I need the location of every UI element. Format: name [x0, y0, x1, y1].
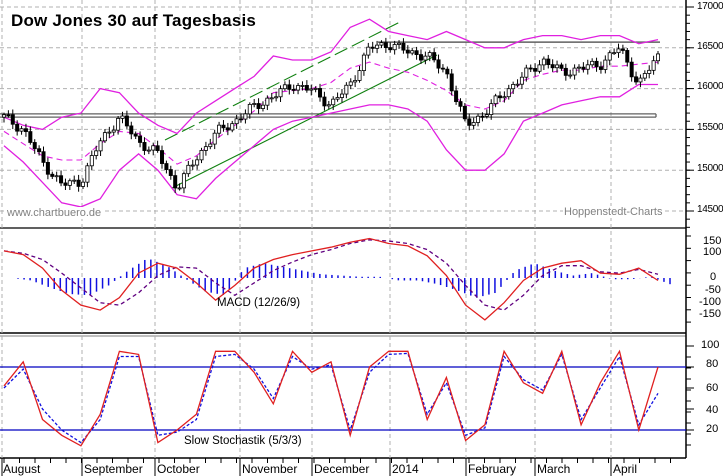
month-label-august: August [3, 462, 41, 476]
panel-frames [0, 0, 687, 459]
macd-tick-minus150: -150 [699, 308, 722, 320]
macd-tick-minus50: -50 [705, 284, 721, 296]
month-label-october: October [157, 462, 200, 476]
month-label-2014: 2014 [392, 462, 419, 476]
macd-panel [3, 237, 671, 321]
stoch-tick-80: 80 [706, 358, 719, 370]
macd-tick-150: 150 [703, 235, 722, 247]
stoch-tick-100: 100 [701, 339, 720, 351]
watermark-chartbuero: www.chartbuero.de [6, 207, 103, 219]
stoch-tick-40: 40 [706, 404, 719, 416]
month-label-september: September [84, 462, 143, 476]
month-label-february: February [468, 462, 517, 476]
price-tick-16000: 16000 [697, 81, 723, 92]
price-tick-15000: 15000 [697, 163, 723, 174]
axis-ticks [1, 6, 694, 476]
month-label-december: December [314, 462, 370, 476]
month-label-march: March [537, 462, 571, 476]
macd-label: MACD (12/26/9) [217, 297, 301, 309]
price-tick-16500: 16500 [697, 41, 723, 52]
grid-lines [0, 0, 686, 458]
chart-title: Dow Jones 30 auf Tagesbasis [11, 11, 257, 30]
macd-tick-0: 0 [710, 271, 717, 283]
stoch-tick-60: 60 [706, 382, 719, 394]
price-tick-15500: 15500 [697, 122, 723, 133]
month-label-november: November [242, 462, 298, 476]
macd-tick-minus100: -100 [699, 296, 722, 308]
watermark-hoppenstedt: Hoppenstedt-Charts [563, 206, 664, 218]
stochastic-label: Slow Stochastik (5/3/3) [184, 435, 302, 447]
price-tick-17000: 17000 [697, 1, 723, 12]
stoch-tick-20: 20 [706, 423, 719, 435]
stochastic-panel [0, 349, 686, 447]
month-label-april: April [613, 462, 638, 476]
price-tick-14500: 14500 [697, 204, 723, 215]
price-panel [0, 18, 661, 208]
macd-tick-100: 100 [703, 246, 722, 258]
